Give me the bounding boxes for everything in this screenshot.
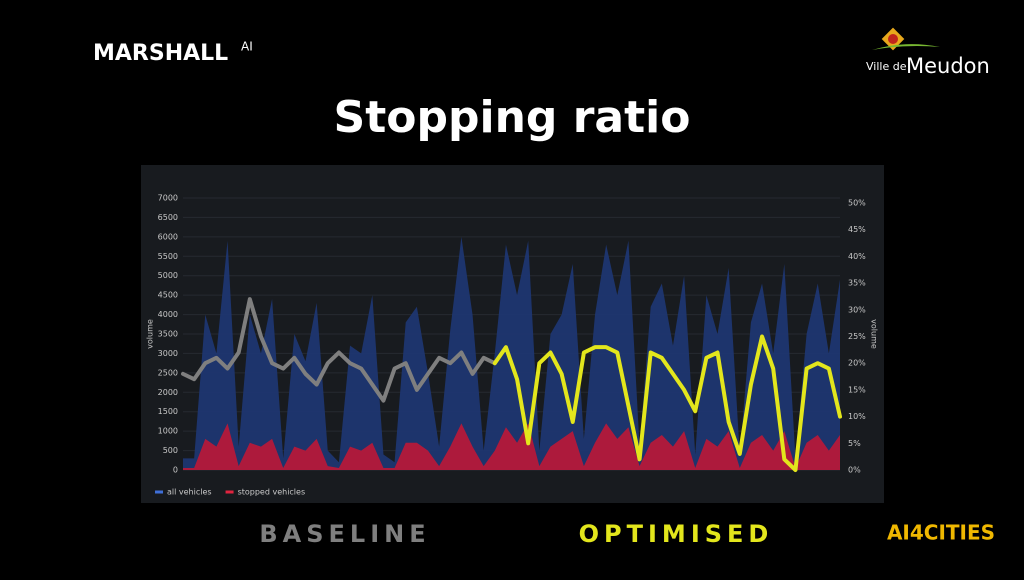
- ratio-line: [492, 334, 842, 472]
- y-tick-label: 5000: [158, 271, 178, 280]
- y-tick-label: 3000: [158, 349, 178, 358]
- y-tick-label: 500: [163, 446, 178, 455]
- slide-title: Stopping ratio: [334, 92, 691, 143]
- y2-tick-label: 40%: [848, 252, 866, 261]
- y-tick-label: 7000: [158, 194, 178, 203]
- y2-tick-label: 30%: [848, 305, 866, 314]
- brand-suffix: AI: [241, 40, 253, 54]
- brand: MARSHALL: [93, 41, 228, 66]
- ratio-line: [181, 297, 497, 403]
- y2-axis-title: volume: [870, 319, 879, 349]
- y2-tick-label: 45%: [848, 225, 866, 234]
- y2-tick-label: 25%: [848, 332, 866, 341]
- series-caption: BASELINE: [259, 520, 430, 548]
- y-tick-label: 2500: [158, 368, 178, 377]
- y-axis-title: volume: [146, 319, 155, 349]
- plot: 0 500 1000 1500 2000 2500 3000 3500 4000 4500 5000…: [146, 194, 879, 497]
- y-tick-label: 1500: [158, 407, 178, 416]
- y-tick-label: 6000: [158, 232, 178, 241]
- legend-label: stopped vehicles: [238, 488, 306, 497]
- y-tick-label: 4500: [158, 291, 178, 300]
- y2-tick-label: 10%: [848, 412, 866, 421]
- y-tick-label: 1000: [158, 427, 178, 436]
- y2-tick-label: 15%: [848, 385, 866, 394]
- partner-prefix: Ville de: [866, 60, 907, 73]
- y-tick-label: 4000: [158, 310, 178, 319]
- footer-logo: AI4CITIES: [887, 521, 995, 545]
- y-tick-label: 6500: [158, 213, 178, 222]
- y-tick-label: 2000: [158, 388, 178, 397]
- series-caption: OPTIMISED: [579, 520, 774, 548]
- y-tick-label: 0: [173, 466, 178, 475]
- y2-tick-label: 35%: [848, 279, 866, 288]
- y2-tick-label: 20%: [848, 359, 866, 368]
- partner-name: Meudon: [906, 54, 990, 78]
- area: [183, 236, 840, 470]
- y-tick-label: 3500: [158, 330, 178, 339]
- y2-tick-label: 0%: [848, 466, 861, 475]
- y2-tick-label: 5%: [848, 439, 861, 448]
- legend-label: all vehicles: [167, 488, 212, 497]
- y2-tick-label: 50%: [848, 199, 866, 208]
- area: [183, 423, 840, 470]
- y-tick-label: 5500: [158, 252, 178, 261]
